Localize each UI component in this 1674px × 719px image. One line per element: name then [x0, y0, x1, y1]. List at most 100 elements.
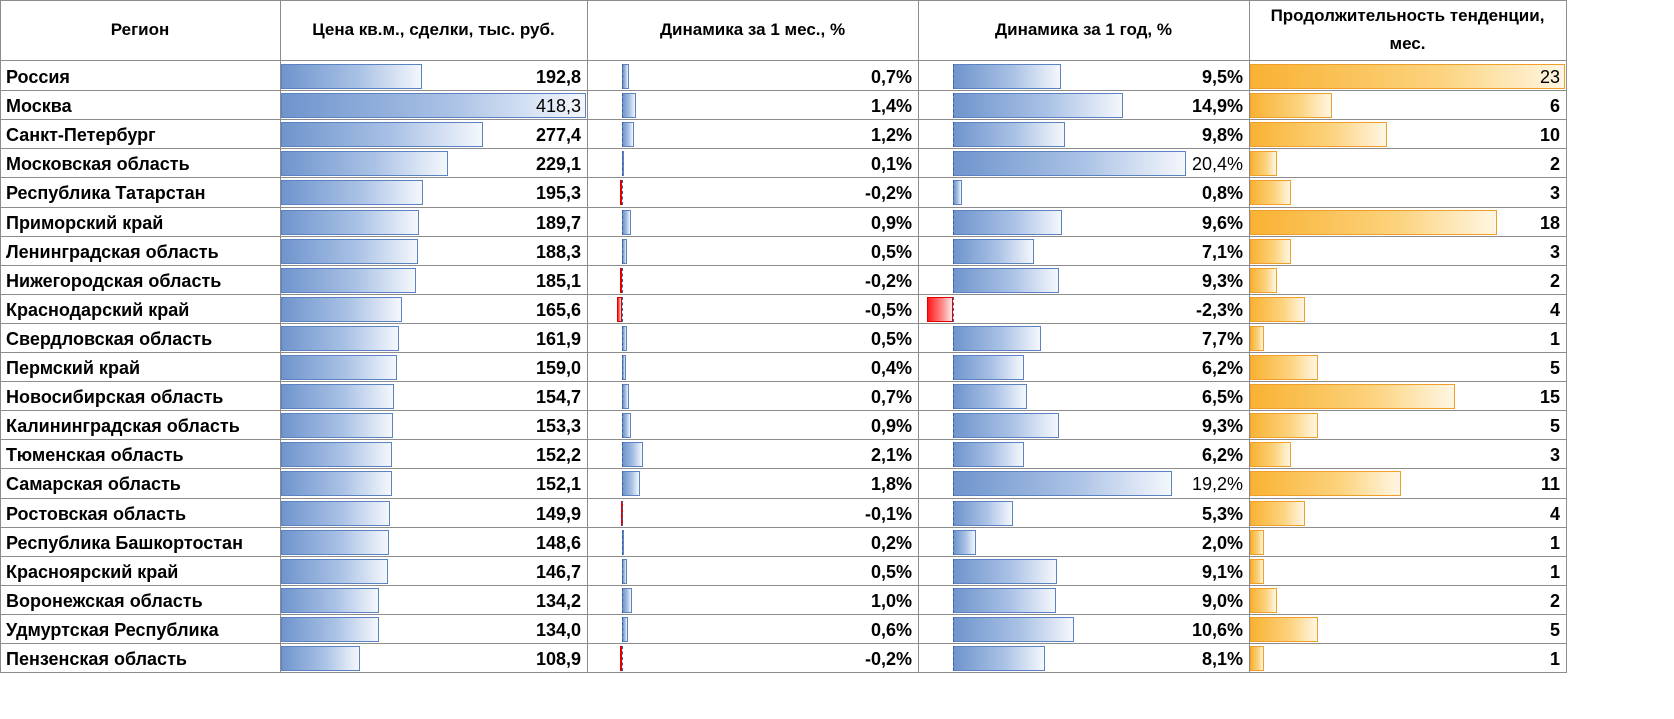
month-change-value: 0,5%	[870, 561, 912, 582]
grid-line-row	[0, 206, 1566, 208]
duration-bar	[1250, 325, 1264, 351]
price-bar	[281, 558, 388, 584]
grid-line-row	[0, 293, 1566, 295]
month-change-value: 1,4%	[870, 96, 912, 117]
year-change-value: 5,3%	[1201, 503, 1243, 524]
month-zero-axis	[622, 209, 623, 235]
month-change-value: 0,5%	[870, 241, 912, 262]
month-zero-axis	[622, 442, 623, 468]
month-zero-axis	[622, 471, 623, 497]
grid-line-row	[0, 643, 1566, 644]
year-change-value: 9,8%	[1201, 125, 1243, 146]
duration-value: 3	[1549, 241, 1560, 262]
grid-line-row	[0, 90, 1566, 92]
price-bar	[281, 529, 390, 555]
year-zero-axis	[953, 646, 954, 671]
header-price: Цена кв.м., сделки, тыс. руб.	[312, 20, 555, 39]
month-change-value: 0,1%	[870, 154, 912, 175]
year-change-bar	[953, 209, 1063, 235]
year-zero-axis	[953, 587, 954, 613]
year-change-value: 6,5%	[1201, 387, 1243, 408]
price-bar	[281, 616, 379, 642]
region-label: Красноярский край	[6, 561, 179, 582]
price-bar	[281, 267, 416, 293]
duration-bar	[1250, 151, 1278, 177]
price-bar	[281, 180, 424, 206]
year-zero-axis	[953, 325, 954, 351]
price-bar	[281, 471, 392, 497]
duration-value: 18	[1539, 212, 1560, 233]
price-value: 229,1	[535, 154, 581, 175]
year-change-value: 9,6%	[1201, 212, 1243, 233]
price-value: 418,3	[535, 96, 581, 117]
month-change-bar	[620, 267, 622, 293]
duration-value: 3	[1549, 183, 1560, 204]
duration-value: 4	[1549, 503, 1560, 524]
month-change-value: 1,0%	[870, 590, 912, 611]
duration-value: 5	[1549, 416, 1560, 437]
month-zero-axis	[622, 558, 623, 584]
duration-value: 4	[1549, 299, 1560, 320]
price-value: 161,9	[535, 328, 581, 349]
month-zero-axis	[622, 151, 623, 177]
month-change-value: 2,1%	[870, 445, 912, 466]
duration-bar	[1250, 209, 1497, 235]
grid-line-column	[587, 0, 588, 674]
region-label: Республика Башкортостан	[6, 532, 243, 553]
duration-bar	[1250, 500, 1305, 526]
header-month-change: Динамика за 1 мес., %	[659, 20, 846, 39]
month-zero-axis	[622, 93, 623, 119]
month-zero-axis	[622, 529, 623, 555]
duration-bar	[1250, 122, 1387, 148]
price-bar	[281, 413, 393, 439]
price-value: 192,8	[535, 67, 581, 87]
month-change-value: -0,5%	[864, 299, 912, 320]
region-label: Нижегородская область	[6, 270, 222, 291]
year-change-value: 7,7%	[1201, 328, 1243, 349]
month-change-value: 1,2%	[870, 125, 912, 146]
year-change-bar	[953, 646, 1046, 671]
year-change-bar	[953, 122, 1065, 148]
year-change-bar	[953, 64, 1062, 89]
price-value: 189,7	[535, 212, 581, 233]
year-zero-axis	[953, 558, 954, 584]
duration-bar	[1250, 616, 1319, 642]
duration-value: 6	[1549, 96, 1560, 117]
year-zero-axis	[953, 180, 954, 206]
duration-value: 11	[1540, 474, 1560, 495]
year-change-value: 8,1%	[1201, 649, 1243, 669]
year-zero-axis	[953, 616, 954, 642]
grid-line-top	[0, 0, 1566, 1]
year-change-value: 9,0%	[1201, 590, 1243, 611]
duration-bar	[1250, 413, 1319, 439]
year-change-bar	[953, 616, 1074, 642]
grid-line-row	[0, 439, 1566, 441]
year-zero-axis	[953, 267, 954, 293]
price-bar	[281, 209, 420, 235]
region-label: Пензенская область	[6, 649, 187, 669]
month-zero-axis	[622, 267, 623, 293]
grid-line-row	[0, 148, 1566, 150]
grid-line-row	[0, 119, 1566, 121]
month-change-value: 0,7%	[870, 387, 912, 408]
month-change-value: 0,4%	[870, 358, 912, 378]
grid-line-row	[0, 555, 1566, 557]
month-change-value: -0,2%	[864, 649, 912, 669]
month-zero-axis	[622, 238, 623, 264]
duration-bar	[1250, 384, 1456, 410]
year-change-value: 7,1%	[1201, 241, 1243, 262]
price-value: 165,6	[535, 299, 581, 320]
price-bar	[281, 500, 391, 526]
year-change-bar	[953, 238, 1034, 264]
duration-bar	[1250, 267, 1278, 293]
month-change-value: 0,2%	[870, 532, 912, 553]
price-value: 152,1	[535, 474, 581, 495]
grid-line-row	[0, 177, 1566, 179]
duration-bar	[1250, 471, 1401, 497]
year-change-value: 14,9%	[1191, 96, 1243, 117]
year-change-bar	[926, 296, 953, 322]
grid-line-row	[0, 497, 1566, 499]
year-change-bar	[953, 413, 1060, 439]
duration-bar	[1250, 355, 1319, 380]
region-label: Тюменская область	[6, 445, 184, 466]
